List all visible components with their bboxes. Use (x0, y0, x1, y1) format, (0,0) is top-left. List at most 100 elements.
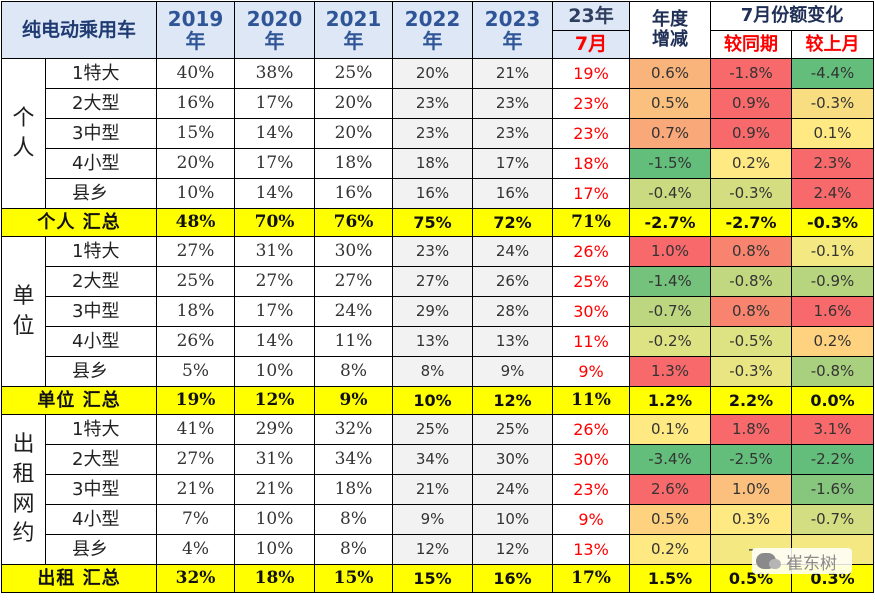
yoy-change-cell: -0.3% (710, 356, 793, 387)
summary-annual-cell: -2.7% (629, 208, 712, 237)
value-cell-july: 11% (552, 326, 631, 357)
category-cell: 3中型 (44, 118, 158, 149)
table-row: 3中型 15% 14% 20% 23% 23% 23% 0.7% 0.9% 0.1% (2, 118, 875, 149)
summary-cell-y2022: 10% (392, 386, 474, 415)
yoy-change-cell: 0.8% (710, 296, 793, 327)
value-cell-y2022: 27% (392, 266, 474, 297)
value-cell-y2021: 8% (314, 356, 394, 387)
summary-row: 单位 汇总 19% 12% 9% 10% 12% 11% 1.2% 2.2% 0.0% (0, 386, 875, 415)
year-header-2022: 2022 年 (392, 1, 474, 59)
value-cell-july: 23% (552, 118, 631, 149)
value-cell-y2023: 13% (472, 326, 554, 357)
value-cell-july: 30% (552, 444, 631, 475)
yoy-change-cell: 1.0% (710, 474, 793, 505)
summary-label: 出租 汇总 (0, 564, 158, 593)
value-cell-y2019: 4% (156, 534, 236, 565)
value-cell-july: 25% (552, 266, 631, 297)
summary-yoy-cell: 0.5% (710, 564, 793, 593)
year-label: 2023 (484, 7, 541, 31)
value-cell-y2022: 23% (392, 118, 474, 149)
year-header-2019: 2019 年 (156, 1, 236, 59)
annual-change-cell: -3.4% (629, 444, 712, 475)
value-cell-y2023: 30% (472, 444, 554, 475)
yoy-change-cell: 0.9% (710, 118, 793, 149)
annual-change-cell: 0.5% (629, 88, 712, 119)
value-cell-y2023: 12% (472, 534, 554, 565)
value-cell-y2019: 20% (156, 148, 236, 179)
summary-row: 个人 汇总 48% 70% 76% 75% 72% 71% -2.7% -2.7% -0.3% (0, 208, 875, 237)
mom-change-cell: -0.1% (791, 236, 875, 267)
value-cell-y2021: 20% (314, 88, 394, 119)
value-cell-y2021: 11% (314, 326, 394, 357)
value-cell-y2020: 14% (234, 178, 316, 209)
summary-cell-y2023: 16% (472, 564, 554, 593)
mom-change-cell: -0.9% (791, 266, 875, 297)
value-cell-y2020: 14% (234, 326, 316, 357)
value-cell-july: 23% (552, 474, 631, 505)
value-cell-y2021: 18% (314, 474, 394, 505)
value-cell-y2020: 29% (234, 414, 316, 445)
summary-cell-july: 17% (552, 564, 631, 593)
value-cell-y2019: 27% (156, 444, 236, 475)
value-cell-july: 23% (552, 88, 631, 119)
table-row: 3中型 21% 21% 18% 21% 24% 23% 2.6% 1.0% -1.6% (2, 474, 875, 505)
yoy-change-cell: 0.9% (710, 88, 793, 119)
value-cell-y2019: 15% (156, 118, 236, 149)
year-unit: 年 (343, 29, 364, 53)
value-cell-y2023: 16% (472, 178, 554, 209)
value-cell-y2023: 10% (472, 504, 554, 535)
table-row: 3中型 18% 17% 24% 29% 28% 30% -0.7% 0.8% 1.6% (2, 296, 875, 327)
value-cell-y2021: 20% (314, 118, 394, 149)
summary-mom-cell: 0.0% (791, 386, 875, 415)
annual-change-cell: -0.4% (629, 178, 712, 209)
value-cell-y2020: 10% (234, 504, 316, 535)
year-header-2023: 2023 年 (472, 1, 554, 59)
watermark-text: 崔东树 (786, 553, 837, 574)
table-row: 4小型 7% 10% 8% 9% 10% 9% 0.5% 0.3% -0.7% (2, 504, 875, 535)
value-cell-y2022: 23% (392, 236, 474, 267)
summary-cell-y2020: 12% (234, 386, 316, 415)
wechat-icon (756, 553, 781, 569)
mom-change-cell: 2.4% (791, 178, 875, 209)
mom-change-cell: 3.1% (791, 414, 875, 445)
value-cell-y2021: 32% (314, 414, 394, 445)
year-label: 2022 (404, 7, 461, 31)
summary-cell-y2019: 48% (156, 208, 236, 237)
header-row-2: 7月 较同期 较上月 (2, 30, 875, 59)
category-cell: 4小型 (44, 504, 158, 535)
summary-cell-y2019: 32% (156, 564, 236, 593)
value-cell-y2020: 17% (234, 148, 316, 179)
value-cell-y2020: 10% (234, 356, 316, 387)
value-cell-y2020: 31% (234, 236, 316, 267)
value-cell-y2022: 16% (392, 178, 474, 209)
year-unit: 年 (264, 29, 285, 53)
annual-change-cell: 0.2% (629, 534, 712, 565)
mom-change-cell: 1.6% (791, 296, 875, 327)
value-cell-y2021: 27% (314, 266, 394, 297)
yoy-change-cell: -0.5% (710, 326, 793, 357)
summary-cell-july: 11% (552, 386, 631, 415)
category-cell: 4小型 (44, 326, 158, 357)
category-cell: 2大型 (44, 444, 158, 475)
value-cell-y2021: 8% (314, 504, 394, 535)
mom-change-cell: -0.8% (791, 356, 875, 387)
watermark: 崔东树 (752, 548, 852, 574)
value-cell-y2019: 27% (156, 236, 236, 267)
yoy-change-cell: 1.8% (710, 414, 793, 445)
value-cell-y2022: 29% (392, 296, 474, 327)
annual-change-cell: 2.6% (629, 474, 712, 505)
annual-change-cell: 1.3% (629, 356, 712, 387)
value-cell-y2023: 9% (472, 356, 554, 387)
header-row-1: 纯电动乘用车 2019 年 2020 年 2021 年 2022 年 2023 年 23年… (0, 1, 875, 59)
category-cell: 县乡 (44, 178, 158, 209)
value-cell-y2019: 5% (156, 356, 236, 387)
table-row: 单位 1特大 27% 31% 30% 23% 24% 26% 1.0% 0.8% -0.1% (1, 236, 875, 387)
mom-change-cell: 0.2% (791, 326, 875, 357)
value-cell-july: 9% (552, 504, 631, 535)
value-cell-y2022: 18% (392, 148, 474, 179)
summary-annual-cell: 1.2% (629, 386, 712, 415)
value-cell-y2021: 18% (314, 148, 394, 179)
value-cell-y2023: 26% (472, 266, 554, 297)
value-cell-y2019: 16% (156, 88, 236, 119)
